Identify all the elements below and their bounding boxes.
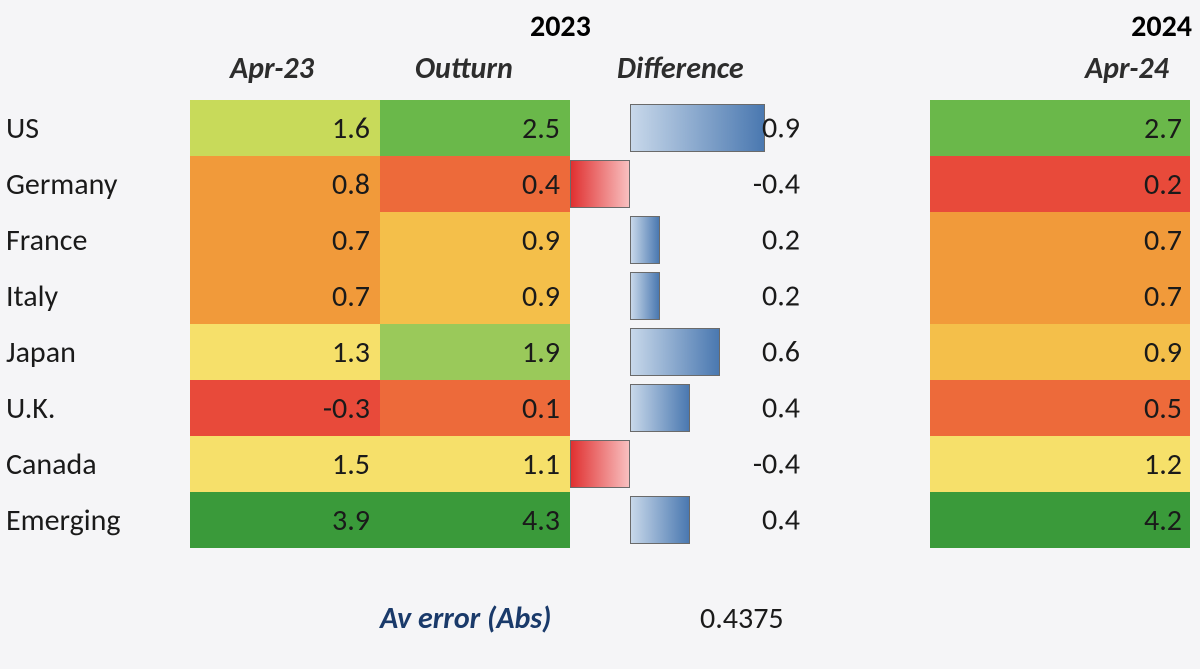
difference-value: -0.4 bbox=[753, 166, 800, 203]
difference-cell: 0.2 bbox=[570, 268, 810, 324]
difference-cell: 0.2 bbox=[570, 212, 810, 268]
difference-value: 0.4 bbox=[762, 390, 800, 427]
table-row: US1.62.5 0.9 2.7 bbox=[0, 100, 1190, 156]
apr24-cell: 2.7 bbox=[930, 100, 1190, 156]
country-name-cell: US bbox=[0, 100, 190, 156]
spacer-cell bbox=[810, 324, 930, 380]
difference-col-header: Difference bbox=[617, 50, 744, 87]
outturn-cell: 0.1 bbox=[380, 380, 570, 436]
apr23-cell: 0.8 bbox=[190, 156, 380, 212]
country-name-cell: Japan bbox=[0, 324, 190, 380]
spacer-cell bbox=[810, 100, 930, 156]
difference-cell: 0.9 bbox=[570, 100, 810, 156]
outturn-cell: 0.4 bbox=[380, 156, 570, 212]
forecast-table-container: 2023 2024 Apr-23 Outturn Difference Apr-… bbox=[0, 0, 1200, 52]
forecast-table: US1.62.50.92.7Germany0.80.4-0.40.2France… bbox=[0, 100, 1190, 548]
apr24-cell: 0.7 bbox=[930, 268, 1190, 324]
outturn-cell: 2.5 bbox=[380, 100, 570, 156]
spacer-cell bbox=[810, 380, 930, 436]
table-row: France0.70.90.20.7 bbox=[0, 212, 1190, 268]
table-row: Japan1.31.9 0.6 0.9 bbox=[0, 324, 1190, 380]
difference-bar bbox=[570, 160, 630, 208]
difference-value: 0.2 bbox=[762, 222, 800, 259]
table-row: Canada1.51.1 -0.4 1.2 bbox=[0, 436, 1190, 492]
outturn-cell: 0.9 bbox=[380, 268, 570, 324]
spacer-cell bbox=[810, 436, 930, 492]
outturn-cell: 1.9 bbox=[380, 324, 570, 380]
table-row: U.K.-0.30.1 0.4 0.5 bbox=[0, 380, 1190, 436]
difference-bar bbox=[570, 440, 630, 488]
outturn-col-header: Outturn bbox=[415, 50, 513, 87]
av-error-label: Av error (Abs) bbox=[380, 600, 551, 637]
country-name-cell: Italy bbox=[0, 268, 190, 324]
spacer-cell bbox=[810, 492, 930, 548]
difference-value: 0.2 bbox=[762, 278, 800, 315]
apr23-cell: 3.9 bbox=[190, 492, 380, 548]
country-name-cell: Germany bbox=[0, 156, 190, 212]
difference-value: -0.4 bbox=[753, 446, 800, 483]
apr23-cell: 1.3 bbox=[190, 324, 380, 380]
year-header-row: 2023 2024 bbox=[0, 10, 1200, 52]
apr23-cell: 1.5 bbox=[190, 436, 380, 492]
apr23-cell: 0.7 bbox=[190, 268, 380, 324]
apr24-cell: 4.2 bbox=[930, 492, 1190, 548]
apr23-cell: -0.3 bbox=[190, 380, 380, 436]
difference-cell: -0.4 bbox=[570, 436, 810, 492]
apr24-cell: 0.2 bbox=[930, 156, 1190, 212]
difference-bar bbox=[630, 272, 660, 320]
footer-row: Av error (Abs) 0.4375 bbox=[0, 600, 1200, 650]
apr24-cell: 0.5 bbox=[930, 380, 1190, 436]
difference-bar bbox=[630, 216, 660, 264]
difference-cell: -0.4 bbox=[570, 156, 810, 212]
apr23-cell: 0.7 bbox=[190, 212, 380, 268]
year-2024-header: 2024 bbox=[1131, 8, 1192, 45]
difference-cell: 0.4 bbox=[570, 380, 810, 436]
apr24-cell: 1.2 bbox=[930, 436, 1190, 492]
apr24-cell: 0.9 bbox=[930, 324, 1190, 380]
difference-bar bbox=[630, 328, 720, 376]
difference-bar bbox=[630, 384, 690, 432]
country-name-cell: U.K. bbox=[0, 380, 190, 436]
country-name-cell: Canada bbox=[0, 436, 190, 492]
table-row: Emerging3.94.3 0.4 4.2 bbox=[0, 492, 1190, 548]
difference-cell: 0.4 bbox=[570, 492, 810, 548]
av-error-value: 0.4375 bbox=[700, 600, 784, 637]
difference-bar bbox=[630, 496, 690, 544]
spacer-cell bbox=[810, 156, 930, 212]
difference-bar bbox=[630, 104, 765, 152]
spacer-cell bbox=[810, 268, 930, 324]
country-name-cell: France bbox=[0, 212, 190, 268]
spacer-cell bbox=[810, 212, 930, 268]
outturn-cell: 0.9 bbox=[380, 212, 570, 268]
difference-value: 0.9 bbox=[762, 110, 800, 147]
apr24-cell: 0.7 bbox=[930, 212, 1190, 268]
apr23-col-header: Apr-23 bbox=[230, 50, 314, 87]
outturn-cell: 1.1 bbox=[380, 436, 570, 492]
country-name-cell: Emerging bbox=[0, 492, 190, 548]
difference-cell: 0.6 bbox=[570, 324, 810, 380]
year-2023-header: 2023 bbox=[530, 8, 591, 45]
difference-value: 0.4 bbox=[762, 502, 800, 539]
outturn-cell: 4.3 bbox=[380, 492, 570, 548]
apr23-cell: 1.6 bbox=[190, 100, 380, 156]
table-row: Italy0.70.90.20.7 bbox=[0, 268, 1190, 324]
difference-value: 0.6 bbox=[762, 334, 800, 371]
table-row: Germany0.80.4 -0.4 0.2 bbox=[0, 156, 1190, 212]
apr24-col-header: Apr-24 bbox=[1085, 50, 1169, 87]
column-header-row: Apr-23 Outturn Difference Apr-24 bbox=[0, 50, 1200, 96]
